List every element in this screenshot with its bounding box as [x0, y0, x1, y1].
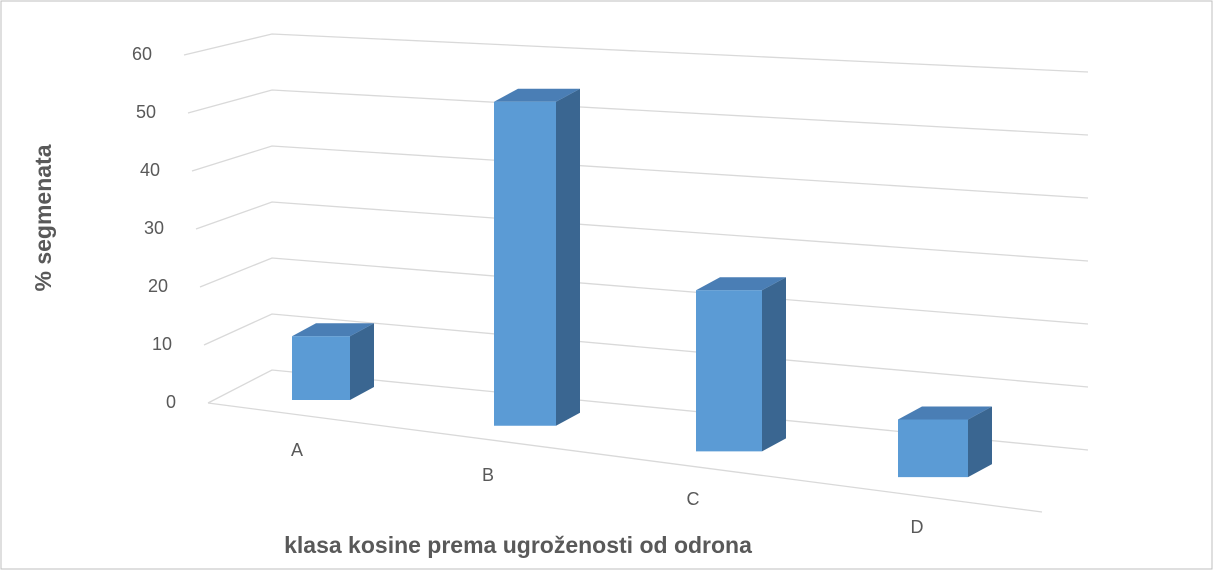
bar-top — [494, 88, 580, 102]
bar-front — [494, 101, 556, 426]
grid-line — [199, 257, 1089, 325]
bar-front — [898, 419, 968, 478]
x-tick-label: A — [291, 440, 303, 460]
x-tick-label: C — [687, 489, 700, 509]
y-tick-label: 40 — [140, 160, 160, 180]
x-tick-label: B — [482, 465, 494, 485]
grid-line — [195, 201, 1089, 262]
bar-side — [968, 406, 992, 478]
grid-line — [187, 89, 1089, 136]
y-tick-label: 0 — [166, 392, 176, 412]
bar-side — [762, 277, 786, 452]
grid-line — [203, 313, 1089, 388]
grid-line — [191, 145, 1089, 199]
x-tick-label: D — [911, 517, 924, 537]
y-tick-label: 20 — [148, 276, 168, 296]
bar-front — [696, 290, 762, 452]
grid-line — [207, 369, 1089, 451]
y-tick-label: 50 — [136, 102, 156, 122]
y-tick-label: 10 — [152, 334, 172, 354]
bar — [292, 323, 374, 400]
y-axis-title: % segmenata — [30, 144, 56, 291]
y-tick-label: 60 — [132, 44, 152, 64]
y-tick-label: 30 — [144, 218, 164, 238]
x-axis-title: klasa kosine prema ugroženosti od odrona — [284, 532, 752, 558]
bar — [898, 406, 992, 478]
bar — [696, 277, 786, 452]
grid-line — [183, 33, 1089, 73]
bar-top — [696, 277, 786, 291]
floor-edge — [207, 402, 1043, 513]
bar — [494, 88, 580, 426]
bar-side — [350, 323, 374, 400]
bar-side — [556, 88, 580, 426]
bar-front — [292, 336, 350, 400]
bar-top — [292, 323, 374, 337]
bar-top — [898, 406, 992, 420]
